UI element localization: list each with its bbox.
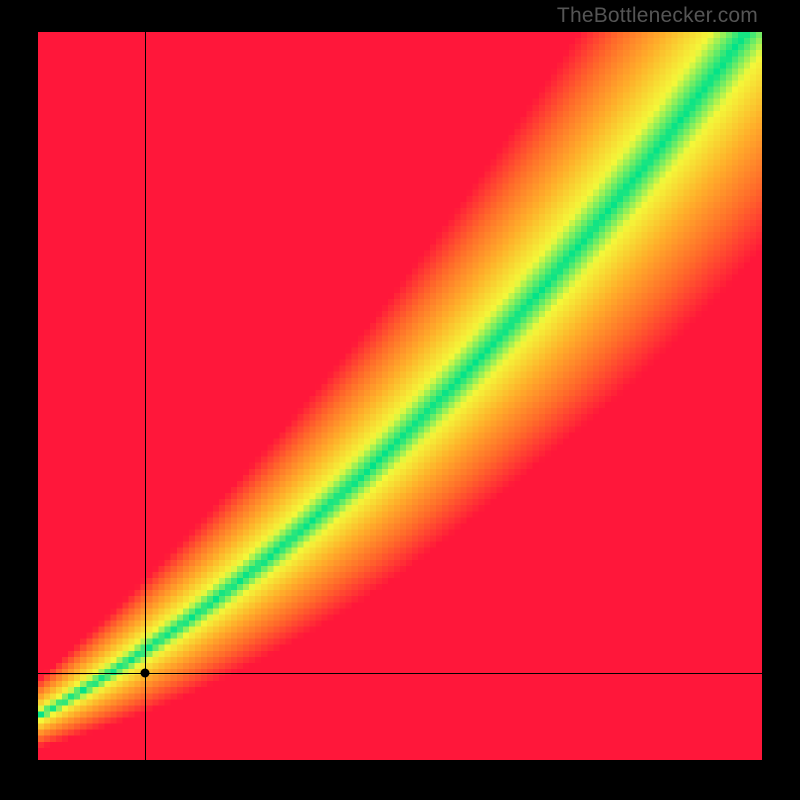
crosshair-vertical bbox=[145, 32, 146, 760]
heatmap-canvas bbox=[38, 32, 762, 760]
watermark-text: TheBottlenecker.com bbox=[557, 4, 758, 28]
bottleneck-heatmap bbox=[38, 32, 762, 760]
crosshair-marker bbox=[141, 668, 150, 677]
